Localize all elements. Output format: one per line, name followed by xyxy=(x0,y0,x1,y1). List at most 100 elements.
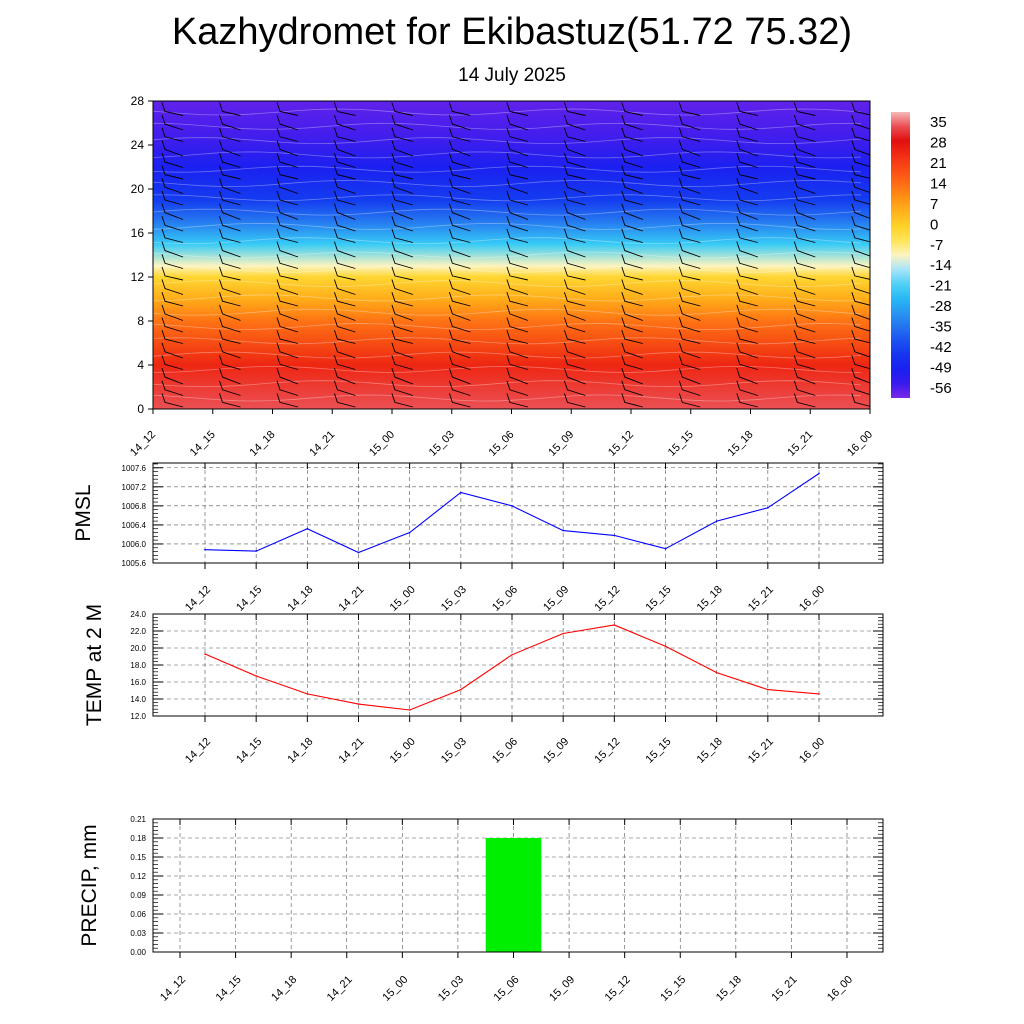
pmsl-y-tick-label: 1006.4 xyxy=(122,521,147,530)
wind-barb xyxy=(851,367,870,384)
precip-ylabel: PRECIP, mm xyxy=(78,824,101,946)
precip-y-tick-label: 0.15 xyxy=(130,853,146,862)
temp-point xyxy=(818,693,820,695)
wind-barb xyxy=(506,329,529,344)
wind-barb xyxy=(736,178,758,194)
pmsl-frame xyxy=(152,462,884,564)
wind-barb xyxy=(219,292,241,307)
temp-y-tick-label: 24.0 xyxy=(130,610,146,619)
wind-barb xyxy=(276,317,299,333)
wind-barb xyxy=(276,342,299,359)
wind-barb xyxy=(448,228,471,243)
wind-barb xyxy=(161,342,184,359)
colorbar-label: 21 xyxy=(930,155,947,172)
wind-barb xyxy=(736,254,758,269)
wind-barb xyxy=(219,342,241,359)
wind-barb xyxy=(678,317,701,333)
pmsl-point xyxy=(357,551,360,554)
wind-barb xyxy=(793,317,816,333)
wind-barb xyxy=(333,190,356,206)
colorbar-label: -21 xyxy=(930,278,952,295)
wind-barb xyxy=(678,380,701,396)
wind-barb xyxy=(219,152,241,168)
wind-barb xyxy=(678,342,701,359)
temp-x-tick-label: 15_00 xyxy=(388,736,418,766)
wind-barb xyxy=(793,355,816,370)
wind-barb xyxy=(563,292,586,307)
wind-barb xyxy=(793,165,816,180)
wind-barb xyxy=(506,190,529,206)
wind-barb xyxy=(219,266,241,281)
precip-x-tick-label: 14_15 xyxy=(214,974,244,1004)
wind-barb xyxy=(563,203,586,220)
wind-barb xyxy=(736,203,758,220)
wind-barb xyxy=(851,254,870,269)
wind-barb xyxy=(161,114,184,131)
temp-x-tick-label: 14_18 xyxy=(285,736,315,766)
y-tick-label: 8 xyxy=(137,314,144,328)
wind-barb xyxy=(448,152,471,168)
wind-barb xyxy=(333,266,356,281)
wind-barb xyxy=(161,292,184,307)
temp-point xyxy=(664,645,667,648)
wind-barb xyxy=(276,304,299,321)
wind-barb xyxy=(851,102,870,116)
wind-barb xyxy=(621,178,643,194)
y-tick-label: 12 xyxy=(131,270,145,284)
wind-barb xyxy=(851,178,870,194)
wind-barb xyxy=(333,380,356,396)
x-tick-label: 15_21 xyxy=(785,429,815,459)
pmsl-point xyxy=(767,506,769,509)
pmsl-y-tick-label: 1006.0 xyxy=(122,540,147,549)
pmsl-x-tick-label: 15_18 xyxy=(695,584,725,614)
wind-barb xyxy=(391,190,414,206)
wind-barb xyxy=(391,140,414,157)
wind-barb xyxy=(276,190,299,206)
wind-barb xyxy=(333,393,356,408)
wind-barb xyxy=(276,241,299,258)
wind-barb xyxy=(219,228,241,243)
wind-barb xyxy=(219,241,241,258)
pmsl-y-tick-label: 1005.6 xyxy=(122,559,147,568)
wind-barb xyxy=(161,190,184,206)
pmsl-x-tick-label: 15_09 xyxy=(541,584,571,614)
temp-x-tick-label: 14_21 xyxy=(337,736,367,766)
colorbar-label: -56 xyxy=(930,380,952,397)
temp-x-tick-label: 15_21 xyxy=(746,736,776,766)
temp-point xyxy=(306,693,309,695)
wind-barb xyxy=(333,203,356,220)
wind-barb xyxy=(851,216,870,231)
wind-barb xyxy=(678,367,701,385)
wind-barb xyxy=(563,329,586,344)
wind-barb xyxy=(851,279,870,295)
wind-barb xyxy=(391,114,414,131)
wind-barb xyxy=(736,127,758,142)
pmsl-y-tick-label: 1007.2 xyxy=(122,483,147,492)
wind-barb xyxy=(621,190,643,206)
wind-barb xyxy=(621,254,643,269)
pmsl-y-tick-label: 1006.8 xyxy=(122,502,147,511)
wind-barb xyxy=(736,355,758,370)
wind-barb xyxy=(563,190,586,206)
wind-barb xyxy=(563,279,586,295)
x-tick-label: 15_09 xyxy=(546,429,576,459)
wind-barb xyxy=(219,216,241,232)
wind-barb xyxy=(161,203,184,220)
wind-barb xyxy=(391,317,414,333)
wind-barb xyxy=(276,165,299,180)
precip-x-tick-label: 15_00 xyxy=(380,974,410,1004)
temp-y-tick-label: 12.0 xyxy=(130,712,146,721)
wind-barb xyxy=(621,203,643,220)
wind-barb xyxy=(851,152,870,168)
temp-y-tick-label: 22.0 xyxy=(130,627,146,636)
wind-barb xyxy=(736,367,758,385)
x-tick-label: 15_18 xyxy=(726,429,756,459)
wind-barb xyxy=(678,127,701,142)
wind-barb xyxy=(448,317,471,333)
colorbar xyxy=(891,112,910,398)
wind-barb xyxy=(506,380,529,396)
wind-barb xyxy=(563,355,586,370)
wind-barb xyxy=(678,152,701,168)
wind-barb xyxy=(678,102,701,116)
